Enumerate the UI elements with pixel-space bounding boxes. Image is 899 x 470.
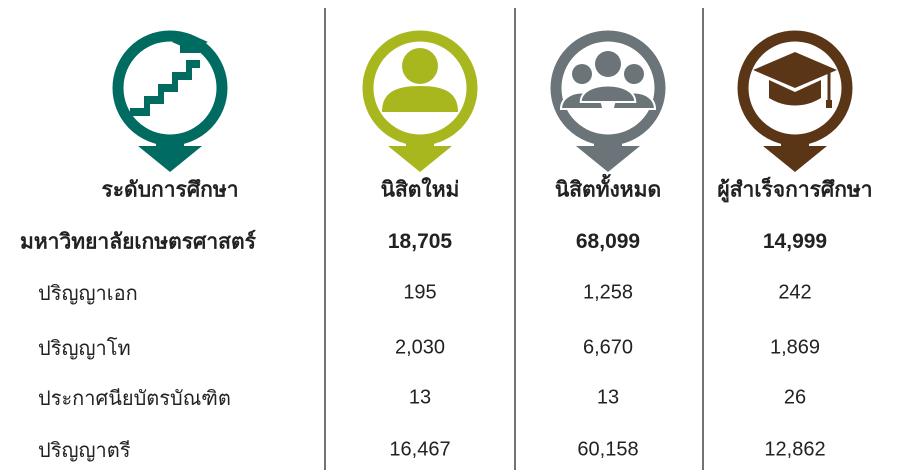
cell-value: 14,999: [762, 230, 828, 253]
cell-value: 68,099: [575, 230, 641, 253]
column-header: ผู้สำเร็จการศึกษา: [717, 178, 873, 202]
tassel: [826, 100, 832, 108]
row-label: ปริญญาโท: [38, 338, 131, 360]
column-header: นิสิตทั้งหมด: [554, 178, 662, 202]
row-label: ปริญญาตรี: [38, 440, 131, 462]
cell-value: 13: [596, 386, 620, 409]
cell-value: 16,467: [389, 438, 451, 461]
cell-value: 60,158: [577, 438, 639, 461]
pin-arrow: [138, 128, 202, 172]
pin-arrow: [763, 128, 827, 172]
cell-value: 1,869: [769, 336, 821, 359]
group-icon: [624, 64, 644, 84]
column-header: นิสิตใหม่: [380, 178, 460, 202]
cap-icon: [769, 80, 821, 106]
row-label: ปริญญาเอก: [38, 283, 138, 305]
row-label: มหาวิทยาลัยเกษตรศาสตร์: [20, 230, 256, 254]
group-icon: [595, 51, 621, 77]
cell-value: 242: [778, 281, 812, 304]
pin-arrow: [576, 128, 640, 172]
cell-value: 1,258: [582, 281, 634, 304]
stairs-icon: [130, 60, 200, 116]
group-icon: [572, 64, 592, 84]
cell-value: 6,670: [582, 336, 634, 359]
cell-value: 13: [408, 386, 432, 409]
column-header: ระดับการศึกษา: [101, 178, 239, 202]
row-label: ประกาศนียบัตรบัณฑิต: [38, 388, 231, 410]
cell-value: 26: [783, 386, 807, 409]
cell-value: 2,030: [394, 336, 446, 359]
cell-value: 12,862: [764, 438, 826, 461]
cell-value: 18,705: [387, 230, 453, 253]
group-icon: [579, 84, 637, 103]
cap-icon: [753, 52, 837, 88]
cap-icon: [180, 45, 200, 53]
person-icon: [382, 86, 458, 112]
pin-arrow: [388, 128, 452, 172]
cell-value: 195: [403, 281, 437, 304]
person-icon: [402, 48, 438, 84]
